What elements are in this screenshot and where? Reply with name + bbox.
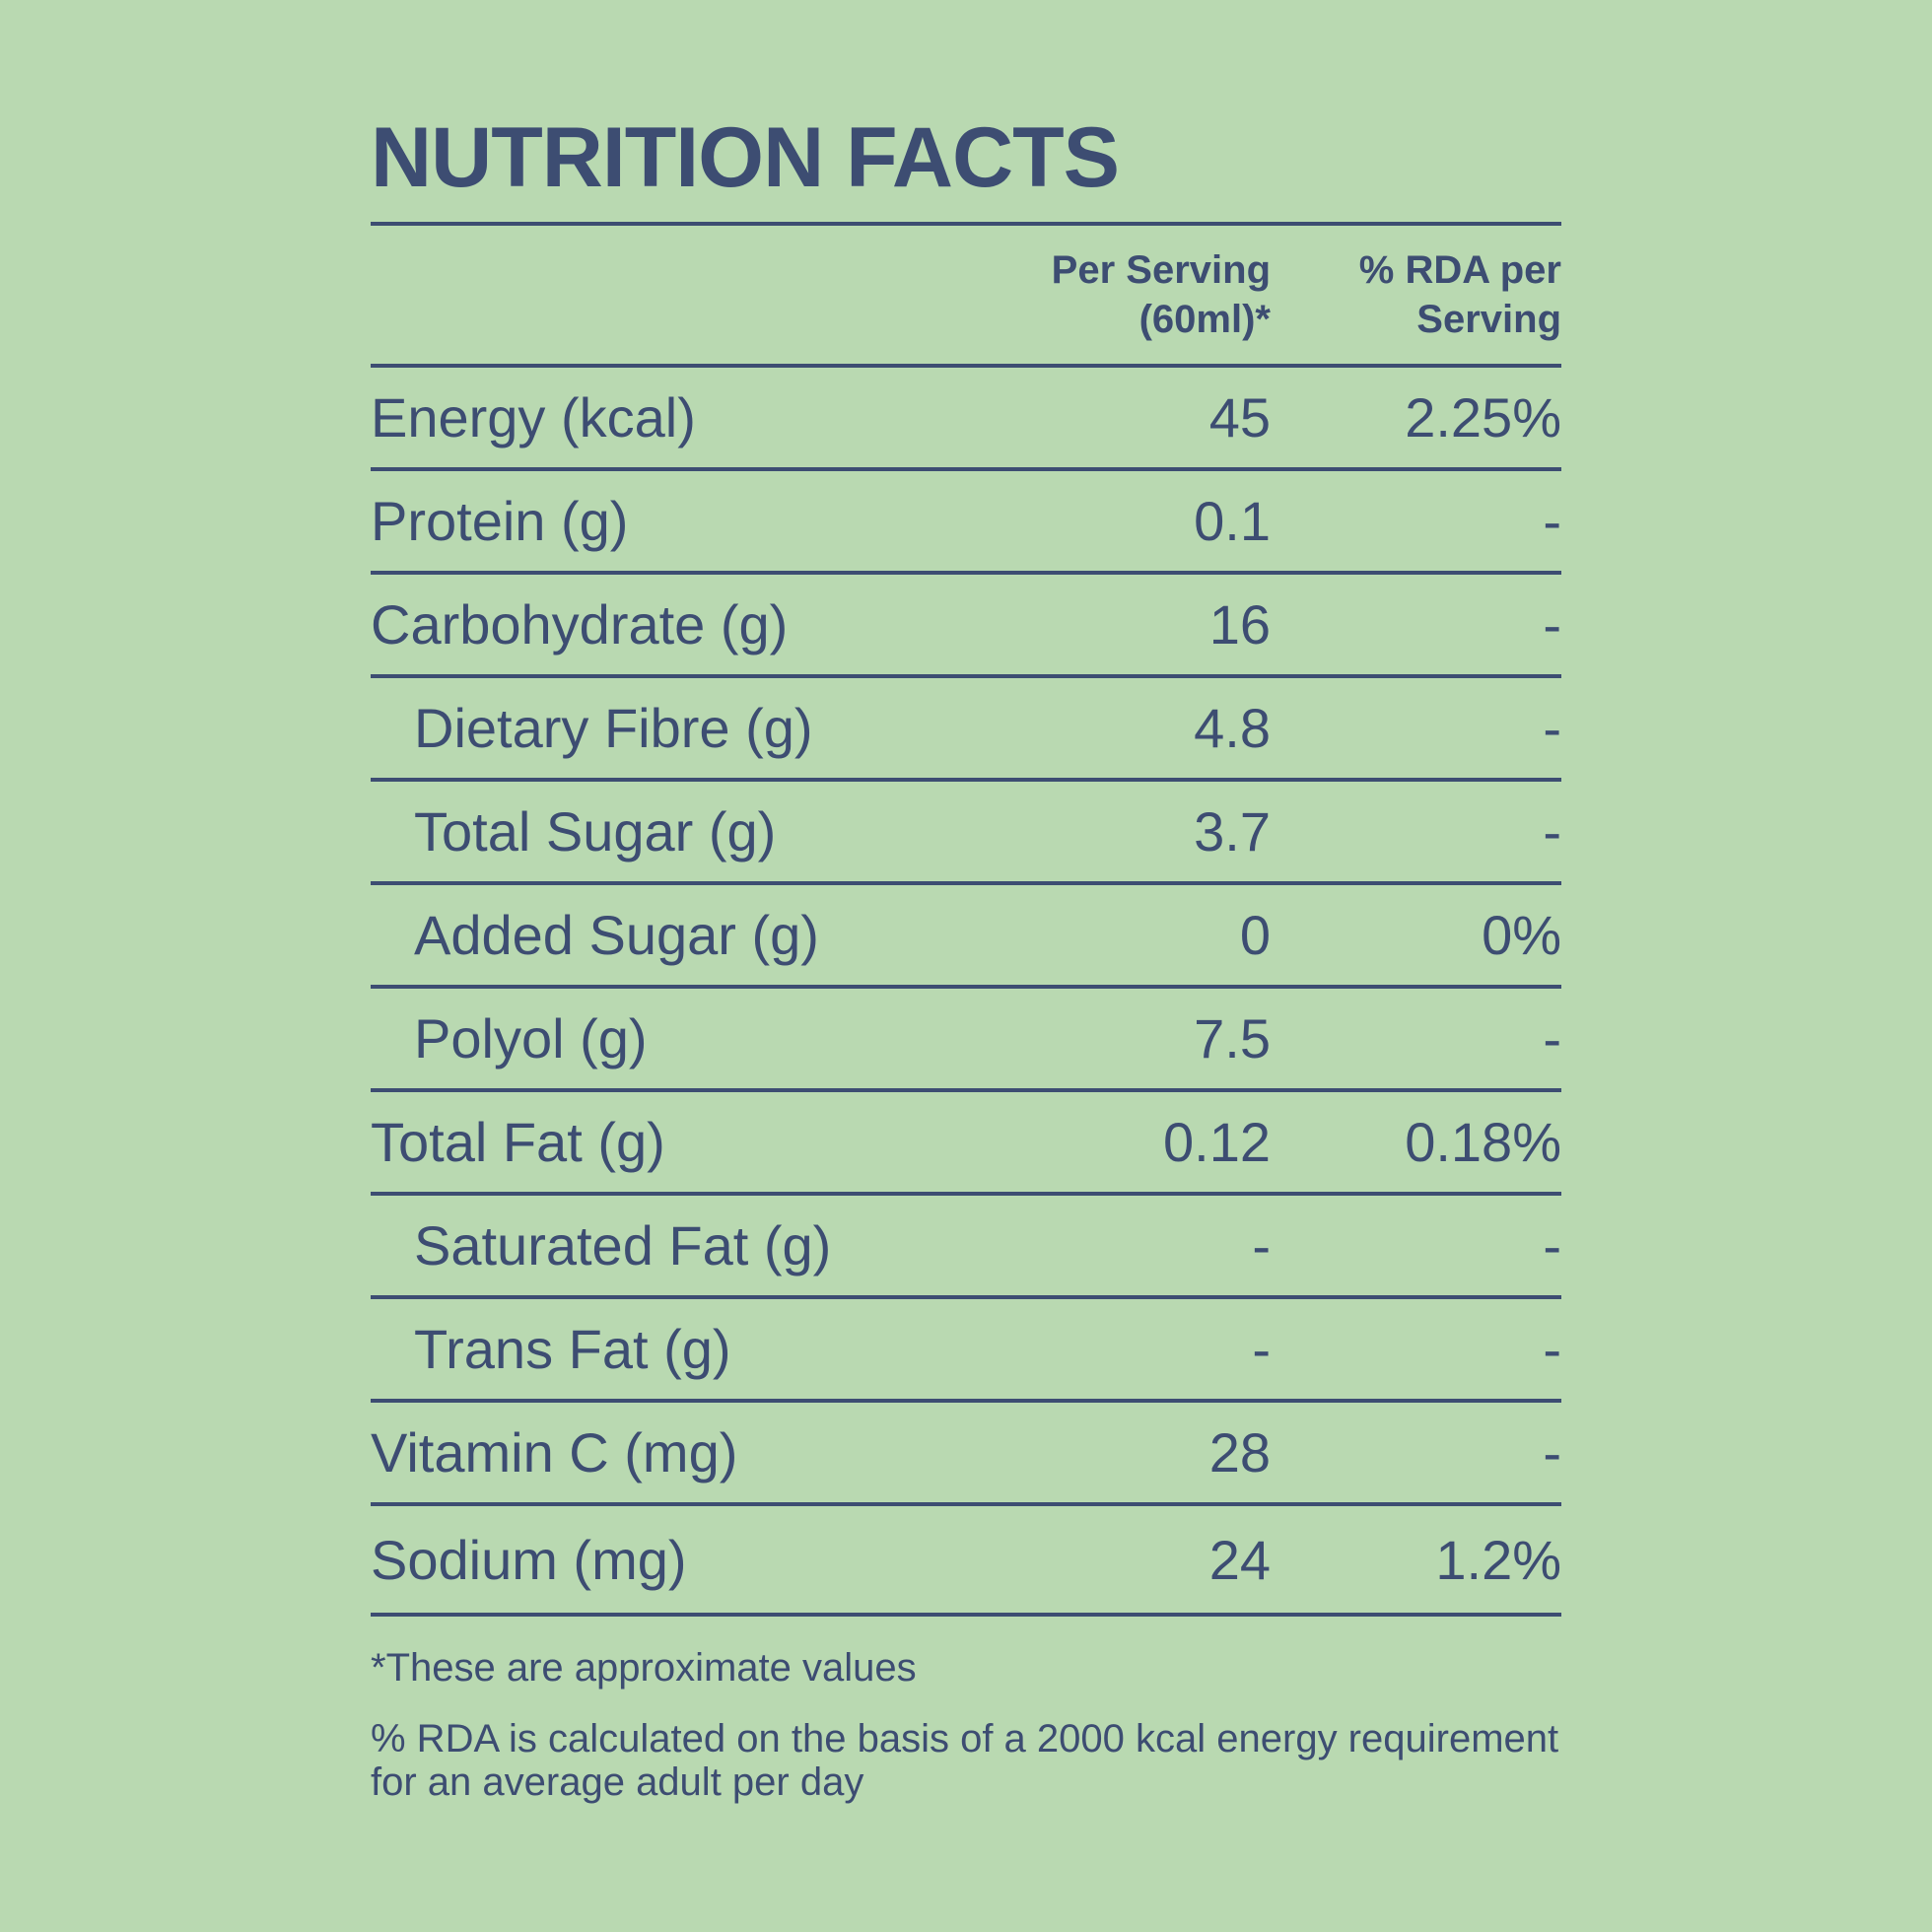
page-title: NUTRITION FACTS [371, 110, 1120, 205]
table-row: Carbohydrate (g) 16 - [371, 575, 1561, 678]
nutrient-rda: - [1543, 1318, 1561, 1380]
table-row: Protein (g) 0.1 - [371, 471, 1561, 575]
nutrient-name: Total Sugar (g) [414, 800, 777, 862]
nutrient-value: 4.8 [1194, 697, 1271, 759]
nutrient-name: Energy (kcal) [371, 386, 696, 448]
header-per-serving-line1: Per Serving [1051, 248, 1271, 292]
nutrient-rda: - [1543, 800, 1561, 862]
nutrient-name: Saturated Fat (g) [414, 1214, 832, 1276]
table-row: Sodium (mg) 24 1.2% [371, 1506, 1561, 1617]
table-row: Energy (kcal) 45 2.25% [371, 368, 1561, 471]
header-rda-line1: % RDA per [1358, 248, 1561, 292]
nutrient-rda: - [1543, 1421, 1561, 1484]
header-divider [371, 364, 1561, 368]
nutrient-value: - [1252, 1318, 1271, 1380]
table-row: Saturated Fat (g) - - [371, 1196, 1561, 1299]
table-row: Total Sugar (g) 3.7 - [371, 782, 1561, 885]
table-row: Vitamin C (mg) 28 - [371, 1403, 1561, 1506]
nutrient-name: Sodium (mg) [371, 1528, 687, 1591]
footnotes: *These are approximate values % RDA is c… [371, 1646, 1561, 1804]
nutrient-value: 24 [1208, 1528, 1271, 1591]
nutrient-value: 0.1 [1194, 490, 1271, 552]
top-divider [371, 222, 1561, 226]
nutrient-value: 45 [1208, 386, 1271, 448]
nutrient-rda: 0.18% [1405, 1111, 1561, 1173]
nutrient-table: Energy (kcal) 45 2.25% Protein (g) 0.1 -… [371, 368, 1561, 1617]
nutrient-name: Total Fat (g) [371, 1111, 665, 1173]
nutrition-facts-panel: NUTRITION FACTS Per Serving (60ml)* % RD… [371, 108, 1561, 1831]
nutrient-rda: 2.25% [1405, 386, 1561, 448]
nutrient-rda: - [1543, 697, 1561, 759]
nutrient-value: - [1252, 1214, 1271, 1276]
nutrient-name: Protein (g) [371, 490, 629, 552]
nutrient-value: 7.5 [1194, 1007, 1271, 1070]
nutrient-name: Vitamin C (mg) [371, 1421, 738, 1484]
nutrient-rda: 1.2% [1435, 1528, 1561, 1591]
nutrient-value: 0 [1239, 904, 1271, 966]
footnote-rda-basis: % RDA is calculated on the basis of a 20… [371, 1717, 1559, 1804]
nutrient-rda: 0% [1482, 904, 1561, 966]
nutrient-name: Dietary Fibre (g) [414, 697, 813, 759]
footnote-approx: *These are approximate values [371, 1646, 917, 1690]
header-rda-line2: Serving [1416, 298, 1561, 341]
nutrient-value: 0.12 [1163, 1111, 1271, 1173]
header-rda: % RDA per Serving [1271, 245, 1561, 344]
nutrient-value: 3.7 [1194, 800, 1271, 862]
header-per-serving: Per Serving (60ml)* [935, 245, 1271, 344]
nutrient-value: 16 [1208, 593, 1271, 656]
table-row: Total Fat (g) 0.12 0.18% [371, 1092, 1561, 1196]
nutrient-name: Trans Fat (g) [414, 1318, 731, 1380]
table-row: Trans Fat (g) - - [371, 1299, 1561, 1403]
nutrient-rda: - [1543, 1007, 1561, 1070]
table-row: Dietary Fibre (g) 4.8 - [371, 678, 1561, 782]
nutrient-rda: - [1543, 490, 1561, 552]
table-row: Added Sugar (g) 0 0% [371, 885, 1561, 989]
nutrient-name: Polyol (g) [414, 1007, 648, 1070]
nutrient-rda: - [1543, 1214, 1561, 1276]
header-per-serving-line2: (60ml)* [1138, 298, 1271, 341]
nutrient-value: 28 [1208, 1421, 1271, 1484]
nutrient-name: Carbohydrate (g) [371, 593, 789, 656]
nutrient-rda: - [1543, 593, 1561, 656]
nutrient-name: Added Sugar (g) [414, 904, 819, 966]
table-header: Per Serving (60ml)* % RDA per Serving [371, 226, 1561, 364]
table-row: Polyol (g) 7.5 - [371, 989, 1561, 1092]
